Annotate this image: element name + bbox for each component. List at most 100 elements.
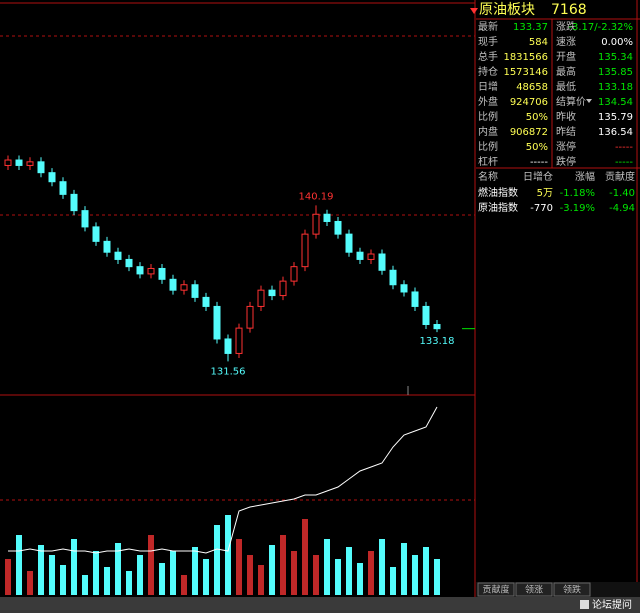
status-bar (0, 597, 640, 613)
quote-label: 最高 (556, 65, 576, 78)
column-header: 贡献度 (605, 170, 635, 183)
quote-label: 速涨 (556, 36, 576, 48)
component-cell: 5万 (537, 188, 553, 199)
panel-title: 原油板块 (479, 2, 535, 18)
candle-body (257, 289, 265, 307)
volume-bar (302, 519, 308, 595)
volume-bar (434, 559, 440, 595)
quote-value: 48658 (516, 82, 548, 93)
candle-body (433, 324, 441, 330)
tab[interactable] (553, 582, 591, 597)
volume-bar (379, 539, 385, 595)
quote-label: 跌停 (556, 155, 576, 168)
volume-bar (335, 559, 341, 595)
candle-body (224, 338, 232, 354)
quote-value: 584 (529, 37, 548, 48)
quote-value: 135.85 (598, 67, 633, 78)
volume-bar (60, 565, 66, 595)
volume-bar (269, 545, 275, 595)
volume-bar (93, 551, 99, 595)
candle-body (4, 159, 12, 166)
price-annotation: 133.18 (420, 336, 455, 347)
volume-bar (170, 551, 176, 595)
volume-bar (280, 535, 286, 595)
column-header: 涨幅 (575, 170, 595, 183)
volume-bar (16, 535, 22, 595)
volume-bar (423, 547, 429, 595)
volume-chart (5, 406, 440, 595)
panel-code: 7168 (551, 2, 587, 18)
price-annotation: 140.19 (299, 191, 334, 202)
price-chart: 140.19 131.56 133.18 (4, 155, 475, 377)
candle-body (103, 240, 111, 253)
candle-body (158, 267, 166, 280)
quote-value: 136.54 (598, 127, 633, 138)
quote-table: 最新 133.37 涨跌-3.17/-2.32% 现手 584 速涨 0.00% 总手 1831… (478, 20, 633, 168)
marker (470, 8, 478, 14)
component-cell: -770 (530, 203, 553, 214)
quote-label: 现手 (478, 35, 498, 48)
candle-body (70, 193, 78, 212)
volume-bar (115, 543, 121, 595)
candle-body (268, 289, 276, 297)
volume-bar (27, 571, 33, 595)
quote-label: 最低 (556, 80, 576, 93)
quote-label: 结算价 (556, 95, 586, 108)
candle-body (389, 269, 397, 286)
quote-panel (476, 0, 640, 597)
candle-body (323, 213, 331, 222)
tab-label[interactable]: 领涨 (525, 584, 543, 596)
quote-label: 比例 (478, 140, 498, 153)
candle-body (235, 327, 243, 354)
quote-value: -3.17/-2.32% (568, 22, 633, 33)
volume-bar (214, 525, 220, 595)
candle-body (26, 161, 34, 166)
quote-value: 134.54 (598, 97, 633, 108)
candle-body (15, 159, 23, 166)
quote-label: 日增 (478, 80, 498, 93)
price-annotation: 131.56 (211, 366, 246, 377)
candle-body (213, 305, 221, 340)
open-interest-line (8, 406, 438, 554)
candle-body (180, 284, 188, 291)
candle-body (290, 266, 298, 282)
quote-label: 内盘 (478, 125, 498, 138)
watermark: 论坛提问 (592, 598, 632, 611)
quote-label: 持仓 (478, 65, 498, 78)
volume-bar (49, 555, 55, 595)
tab-label[interactable]: 贡献度 (482, 584, 509, 596)
quote-label: 杠杆 (478, 155, 498, 168)
volume-bar (192, 547, 198, 595)
candle-body (345, 233, 353, 253)
volume-bar (357, 563, 363, 595)
candle-body (334, 220, 342, 235)
volume-bar (412, 555, 418, 595)
quote-value: 135.34 (598, 52, 633, 63)
tab-label[interactable]: 领跌 (563, 584, 581, 596)
candle-body (92, 226, 100, 242)
volume-bar (148, 535, 154, 595)
volume-bar (5, 559, 11, 595)
component-cell: 原油指数 (478, 201, 518, 214)
volume-bar (236, 539, 242, 595)
candle-body (191, 284, 199, 298)
dropdown-arrow[interactable] (586, 99, 592, 103)
quote-value: 1573146 (503, 67, 548, 78)
quote-label: 开盘 (556, 50, 576, 63)
component-cell: 燃油指数 (478, 186, 518, 199)
candle-body (378, 253, 386, 271)
volume-bar (71, 539, 77, 595)
quote-label: 昨收 (556, 110, 576, 123)
tab[interactable] (477, 582, 515, 597)
column-header: 日增仓 (523, 170, 553, 183)
quote-value: 50% (526, 142, 548, 153)
component-cell: -3.19% (560, 203, 595, 214)
volume-bar (324, 539, 330, 595)
volume-bar (247, 555, 253, 595)
candle-body (301, 233, 309, 268)
volume-bar (181, 575, 187, 595)
component-cell: -1.40 (609, 188, 635, 199)
tab[interactable] (515, 582, 553, 597)
